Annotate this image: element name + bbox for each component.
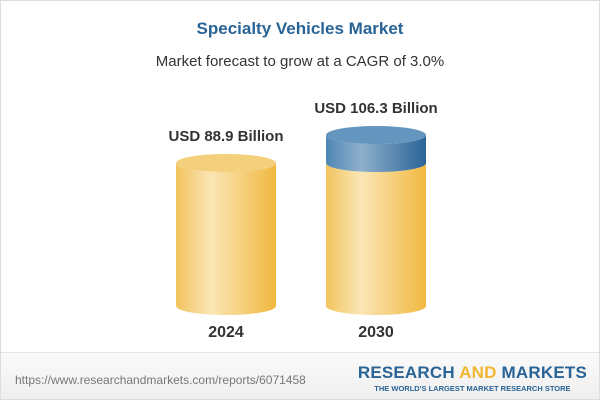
data-label: USD 88.9 Billion — [168, 128, 283, 145]
data-label: USD 106.3 Billion — [314, 100, 437, 117]
chart-subtitle: Market forecast to grow at a CAGR of 3.0… — [155, 53, 445, 70]
chart-title: Specialty Vehicles Market — [196, 19, 404, 38]
bar-2030-growth — [326, 135, 426, 172]
bar-2030-growth-top — [326, 126, 426, 145]
footer: https://www.researchandmarkets.com/repor… — [1, 352, 599, 399]
category-label: 2030 — [358, 324, 394, 341]
category-label: 2024 — [208, 324, 244, 341]
source-url[interactable]: https://www.researchandmarkets.com/repor… — [15, 373, 306, 387]
bar-2024 — [176, 163, 276, 315]
bar-2024-top — [176, 154, 276, 172]
research-and-markets-logo: RESEARCH AND MARKETS THE WORLD'S LARGEST… — [357, 363, 587, 393]
bar-2030-base — [326, 163, 426, 315]
